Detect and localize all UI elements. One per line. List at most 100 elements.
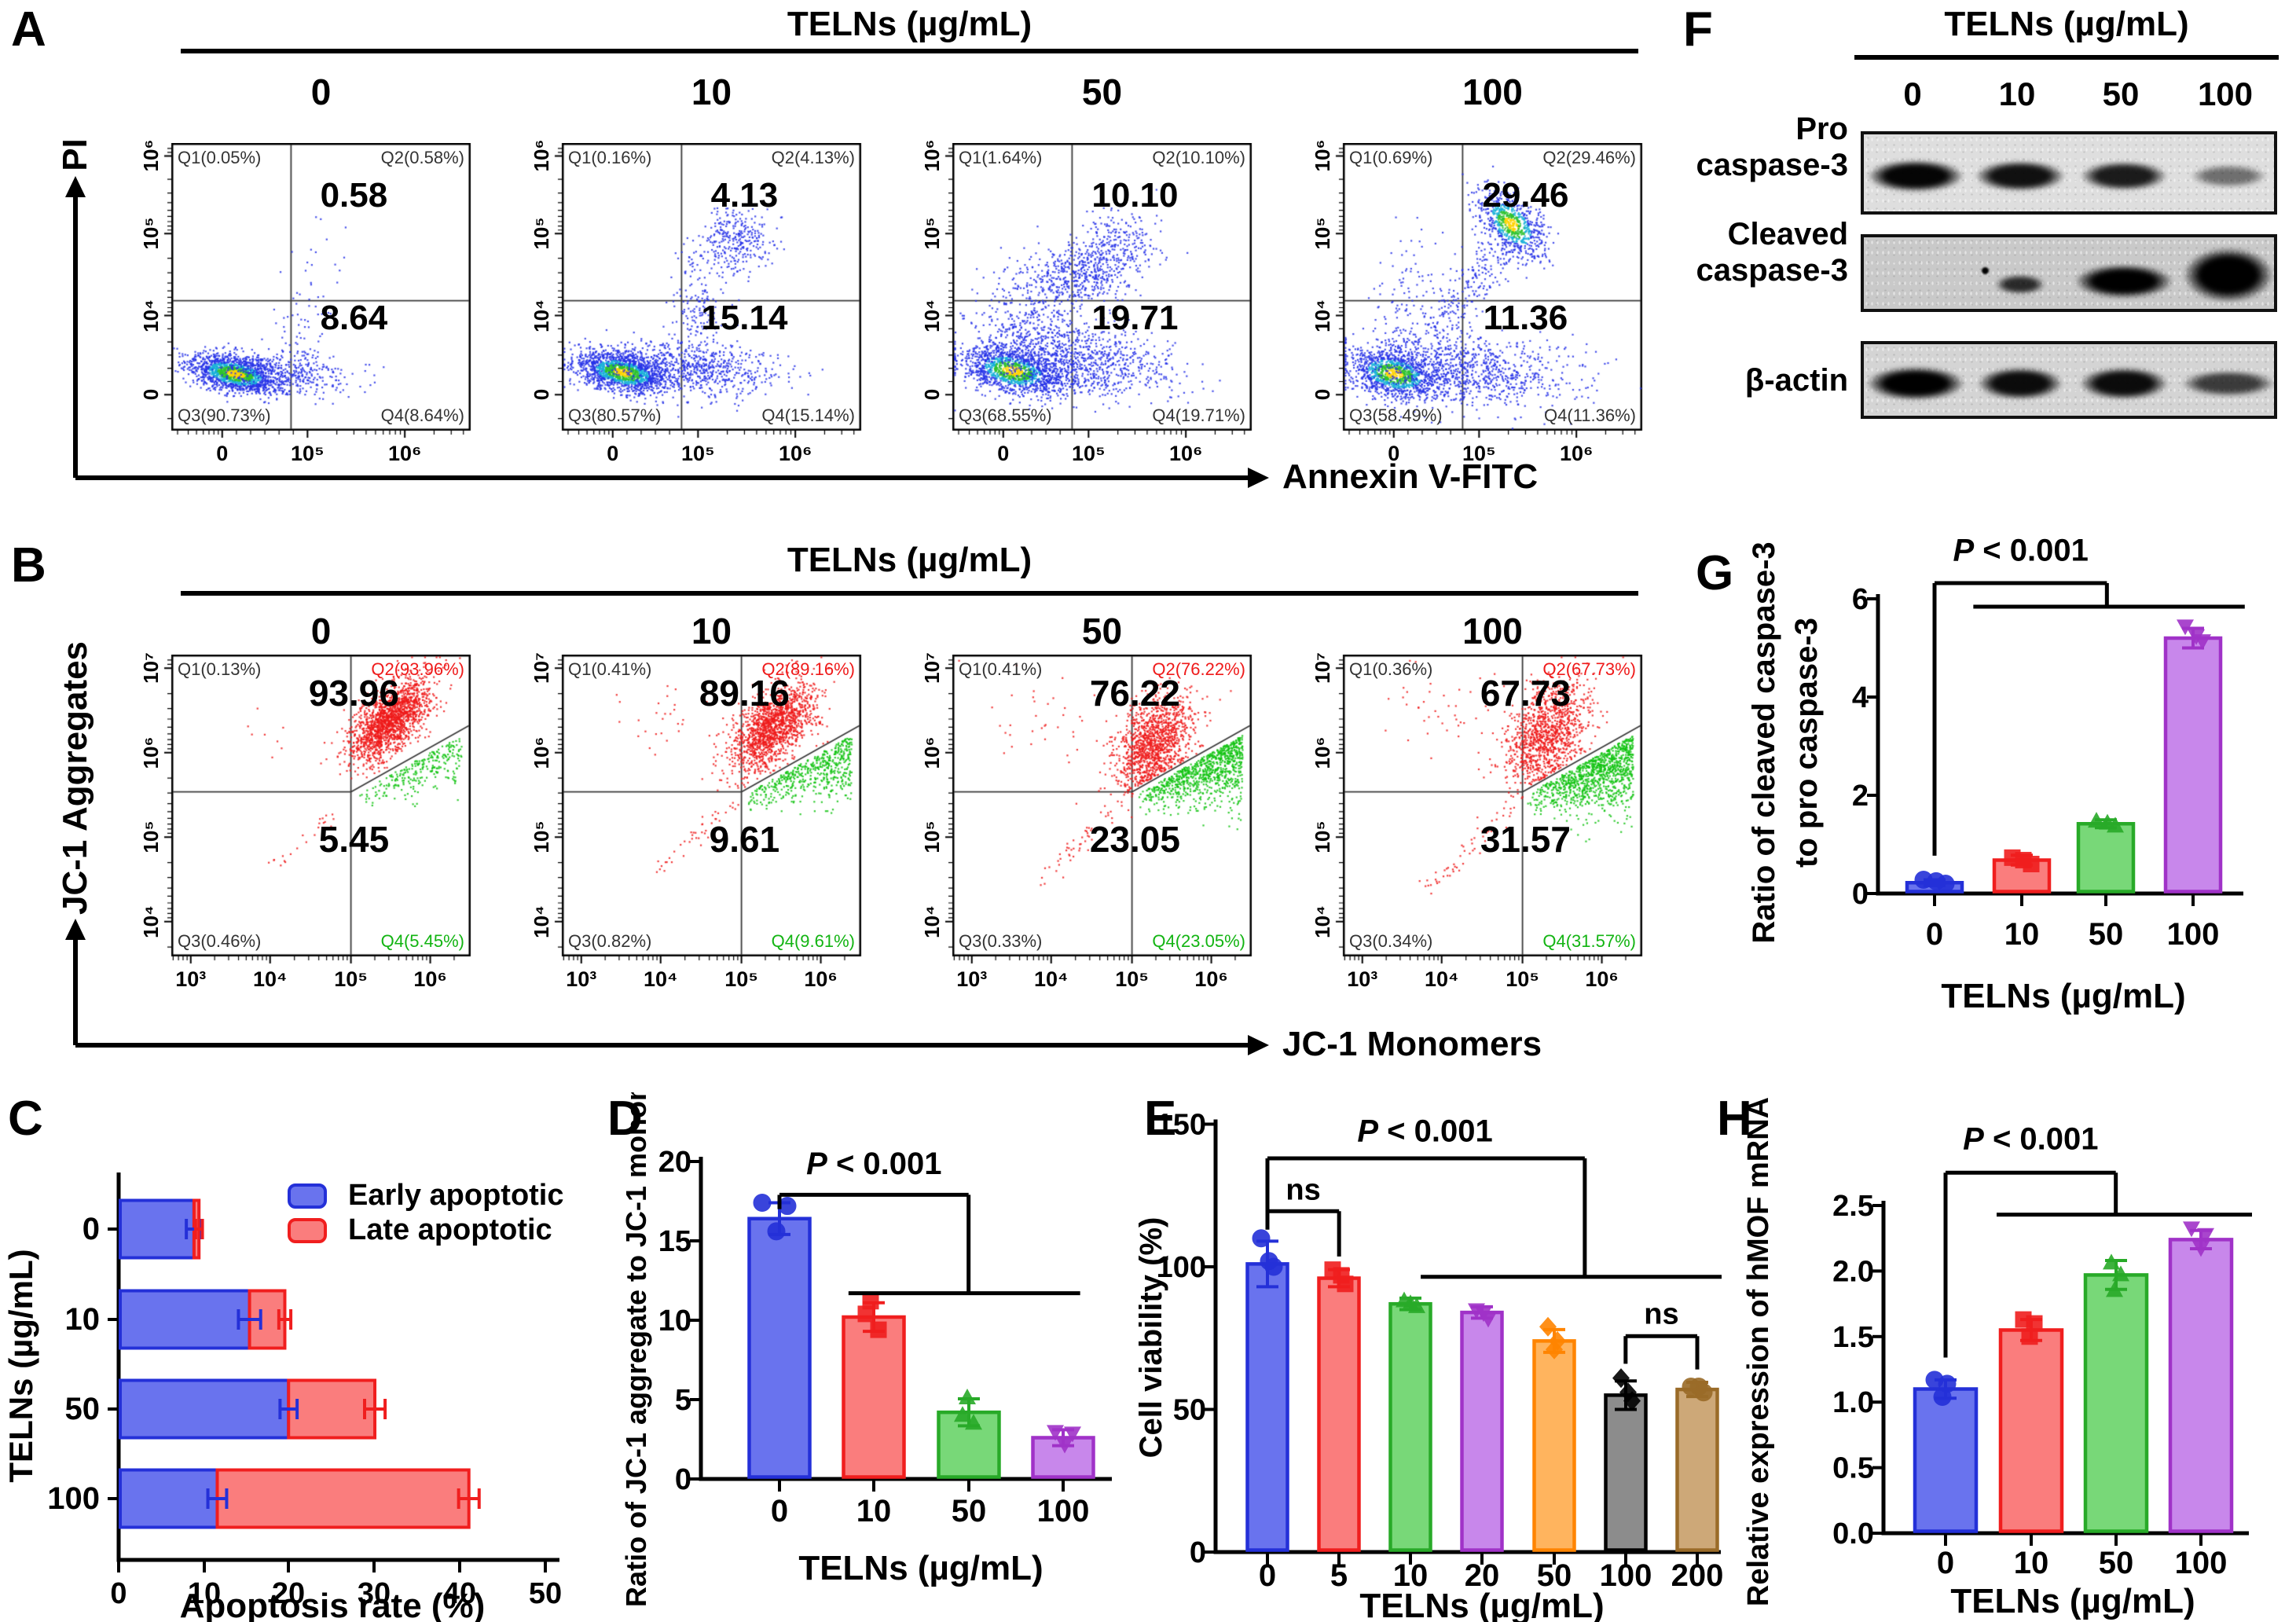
bar-10 (842, 1315, 906, 1479)
y-tick-label: 10⁶ (920, 736, 944, 769)
y-tick-label: 0.0 (1832, 1517, 1874, 1550)
panel-a-y-axis-arrow (73, 196, 78, 478)
y-tick-label: 10⁴ (920, 905, 944, 938)
data-point (954, 1406, 971, 1422)
data-point (965, 1414, 982, 1430)
data-point (2177, 619, 2194, 636)
y-tick-label: 10⁴ (1311, 905, 1334, 938)
flow-scatter-canvas (161, 143, 474, 440)
panel-label-b: B (11, 538, 46, 593)
flow-plot-b-0: 10⁷ 10⁶ 10⁵ 10⁴ 10³ 10⁴ 10⁵ 10⁶ Q1(0.13%) Q2(93.9… (116, 652, 478, 1007)
x-tick-label: 10⁵ (724, 967, 758, 991)
panel-f-title-underline (1854, 55, 2279, 60)
plot-overlay: Q1(0.41%) Q2(89.16%) Q3(0.82%) Q4(9.61%) 89.… (562, 655, 861, 956)
panel-a-x-axis-arrow (75, 475, 1249, 480)
x-tick-label: 40 (443, 1577, 476, 1610)
panel-label-a: A (11, 2, 46, 57)
quadrant-q3-stat: Q3(0.33%) (959, 931, 1043, 951)
y-axis-label: TELNs (µg/mL) (2, 1249, 39, 1482)
protein-band (2076, 264, 2172, 298)
panel-b-x-axis-arrow (75, 1043, 1249, 1048)
x-tick-label: 10 (188, 1577, 221, 1610)
panel-label-e: E (1144, 1092, 1177, 1146)
protein-band (1976, 161, 2064, 191)
blot-lane-label-100: 100 (2197, 75, 2254, 112)
bar-5 (1317, 1276, 1361, 1552)
flow-scatter-canvas (552, 143, 864, 440)
x-tick-label: 10⁵ (1462, 442, 1496, 465)
data-point (959, 1388, 976, 1404)
quadrant-q3-stat: Q3(0.82%) (568, 931, 652, 951)
y-tick-label: 10⁶ (139, 736, 163, 769)
y-tick-label: 0 (530, 389, 553, 401)
dose-label-50: 50 (1081, 611, 1123, 651)
quadrant-q3-stat: Q3(58.49%) (1349, 406, 1443, 425)
x-tick-label: 10⁶ (1194, 967, 1228, 991)
quadrant-upper-percentage: 93.96 (308, 673, 399, 714)
flow-plot-a-0: 10⁶ 10⁵ 10⁴ 0 0 10⁵ 10⁶ Q1(0.05%) Q2(0.58%) Q3(90… (116, 140, 478, 481)
x-tick-label: 10⁵ (1115, 967, 1149, 991)
flow-scatter-canvas (1333, 143, 1645, 440)
panel-c-chart: 0 10 20 30 40 50 Apoptosis rate (%) TELNs (µg/m… (2, 1172, 564, 1622)
protein-band (2191, 165, 2266, 187)
panel-label-c: C (8, 1092, 43, 1146)
data-point (1612, 1368, 1630, 1389)
panel-b-y-axis-label: JC-1 Aggregates (56, 640, 94, 916)
y-axis-label: Ratio of cleaved caspase-3 (1747, 541, 1781, 943)
x-category-label: 0 (771, 1494, 788, 1528)
panel-b-title: TELNs (µg/mL) (787, 541, 1032, 579)
quadrant-lower-percentage: 5.45 (318, 819, 390, 860)
flow-scatter-canvas (552, 655, 864, 966)
panel-f-title: TELNs (µg/mL) (1944, 5, 2189, 43)
significance-label: P < 0.001 (1357, 1114, 1492, 1148)
x-category-label: 50 (1537, 1558, 1572, 1593)
x-tick-label: 10⁵ (1506, 967, 1539, 991)
data-point (1546, 1339, 1563, 1360)
quadrant-q4-stat: Q4(19.71%) (1152, 406, 1245, 425)
x-tick-label: 0 (607, 442, 619, 465)
quadrant-q1-stat: Q1(0.41%) (959, 659, 1043, 679)
bar-early-10 (119, 1289, 251, 1350)
data-point (1056, 1437, 1073, 1454)
x-tick-label: 10³ (175, 967, 207, 991)
plot-overlay: Q1(0.16%) Q2(4.13%) Q3(80.57%) Q4(15.14%) 4.… (562, 143, 861, 431)
data-point (1252, 1229, 1271, 1248)
panel-b-x-arrowhead-icon (1248, 1035, 1269, 1055)
data-point (2088, 812, 2105, 828)
x-axis-label: TELNs (µg/mL) (1359, 1587, 1604, 1622)
x-axis-label: Apoptosis rate (%) (180, 1587, 486, 1622)
quadrant-upper-percentage: 29.46 (1482, 176, 1569, 215)
panel-label-d: D (607, 1092, 643, 1146)
x-tick-label: 10³ (956, 967, 988, 991)
quadrant-q4-stat: Q4(5.45%) (380, 931, 464, 951)
y-tick-label: 10⁵ (920, 217, 944, 250)
bar-early-50 (119, 1378, 291, 1440)
x-tick-label: 10⁵ (290, 442, 325, 465)
data-point (2112, 1265, 2129, 1282)
dose-label-100: 100 (1462, 72, 1523, 112)
significance-label: P < 0.001 (806, 1147, 941, 1181)
x-category-label: 100 (1037, 1494, 1090, 1528)
flow-plot-b-100: 10⁷ 10⁶ 10⁵ 10⁴ 10³ 10⁴ 10⁵ 10⁶ Q1(0.36%) Q2(67.7… (1288, 652, 1649, 1007)
legend-label: Late apoptotic (348, 1213, 552, 1246)
data-point (2197, 1228, 2214, 1244)
y-category-label: 50 (65, 1392, 101, 1426)
blot-image-1 (1861, 131, 2277, 215)
x-axis-label: TELNs (µg/mL) (798, 1549, 1043, 1587)
y-tick-label: 2 (1852, 780, 1869, 813)
quadrant-upper-percentage: 0.58 (320, 176, 388, 215)
data-point (778, 1197, 797, 1216)
y-tick-label: 10⁷ (920, 652, 944, 684)
legend-label: Early apoptotic (348, 1179, 564, 1212)
quadrant-upper-percentage: 10.10 (1091, 176, 1179, 215)
data-point (1936, 875, 1955, 893)
x-tick-label: 10⁶ (1168, 442, 1203, 465)
data-point (1064, 1426, 1081, 1443)
x-category-label: 100 (2167, 917, 2220, 952)
data-point (2192, 1241, 2210, 1257)
dose-label-100: 100 (1462, 611, 1523, 651)
data-point (1264, 1257, 1283, 1276)
x-category-label: 10 (2014, 1546, 2049, 1580)
